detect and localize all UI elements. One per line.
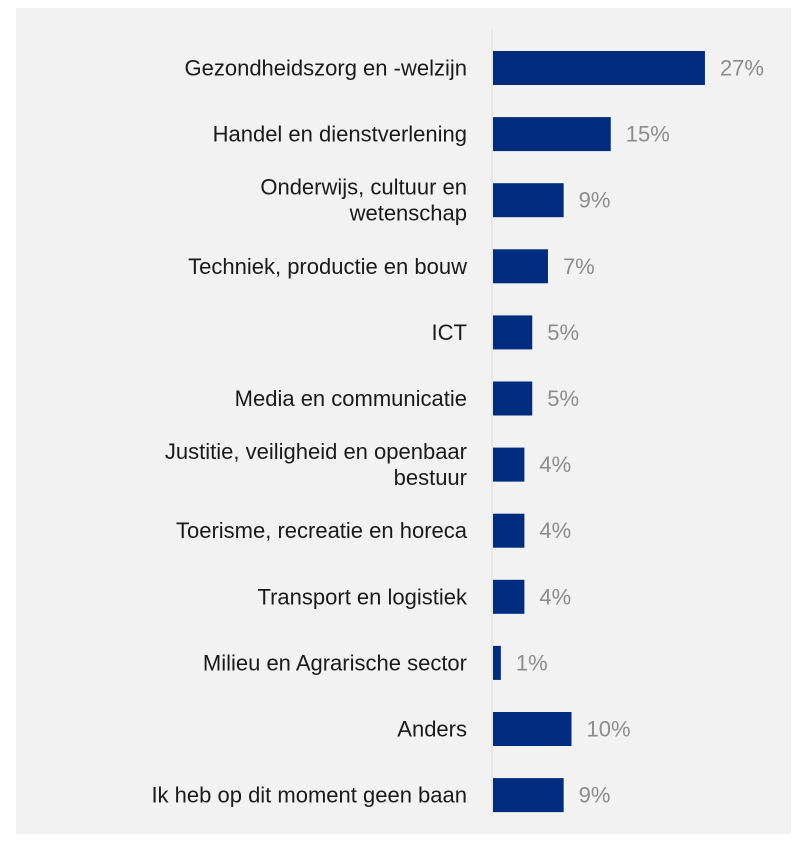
bar [493,645,501,680]
category-label-line: bestuur [394,465,467,490]
category-label: Anders [397,717,467,742]
bar [493,447,525,482]
bar [493,579,525,614]
category-label-line: Milieu en Agrarische sector [203,650,467,675]
category-label: Handel en dienstverlening [213,122,467,147]
category-label: Onderwijs, cultuur en wetenschap [260,175,467,226]
bar [493,712,572,746]
value-label: 4% [539,452,571,477]
bar [493,778,564,813]
value-label: 27% [720,56,764,81]
value-label: 5% [547,386,579,411]
category-label-line: Transport en logistiek [257,584,468,609]
chart-panel: 27% Gezondheidszorg en -welzijn 15% Handel … [16,8,791,834]
bar [493,117,611,152]
category-label-line: Toerisme, recreatie en horeca [176,518,468,543]
category-label-line: Ik heb op dit moment geen baan [151,783,467,808]
category-label-line: Gezondheidszorg en -welzijn [185,56,468,81]
category-label: Justitie, veiligheid en openbaar bestuur [165,439,467,490]
category-label: ICT [432,320,467,345]
value-label: 4% [539,518,571,543]
value-label: 9% [579,188,611,213]
category-label: Milieu en Agrarische sector [203,650,467,675]
bar [493,51,705,85]
category-label: Techniek, productie en bouw [188,254,467,279]
value-label: 10% [587,717,631,742]
category-label-line: Techniek, productie en bouw [188,254,467,279]
category-label-line: Anders [397,717,467,742]
value-label: 4% [539,584,571,609]
category-label-line: Handel en dienstverlening [213,122,467,147]
category-label-line: Onderwijs, cultuur en [260,175,467,200]
value-label: 5% [547,320,579,345]
category-label-line: wetenschap [349,201,467,226]
category-label: Gezondheidszorg en -welzijn [185,56,468,81]
category-label-line: Justitie, veiligheid en openbaar [165,439,467,464]
category-label: Transport en logistiek [257,584,468,609]
category-label-line: ICT [432,320,467,345]
bar [493,249,548,284]
bar [493,381,533,416]
value-label: 15% [626,122,670,147]
value-label: 7% [563,254,595,279]
category-label: Toerisme, recreatie en horeca [176,518,468,543]
bar [493,183,564,218]
bar-chart: 27% Gezondheidszorg en -welzijn 15% Handel … [151,30,764,816]
category-label: Media en communicatie [235,386,467,411]
bar [493,315,533,350]
value-label: 9% [579,783,611,808]
value-label: 1% [516,650,548,675]
bar [493,513,525,548]
category-label: Ik heb op dit moment geen baan [151,783,467,808]
category-label-line: Media en communicatie [235,386,467,411]
